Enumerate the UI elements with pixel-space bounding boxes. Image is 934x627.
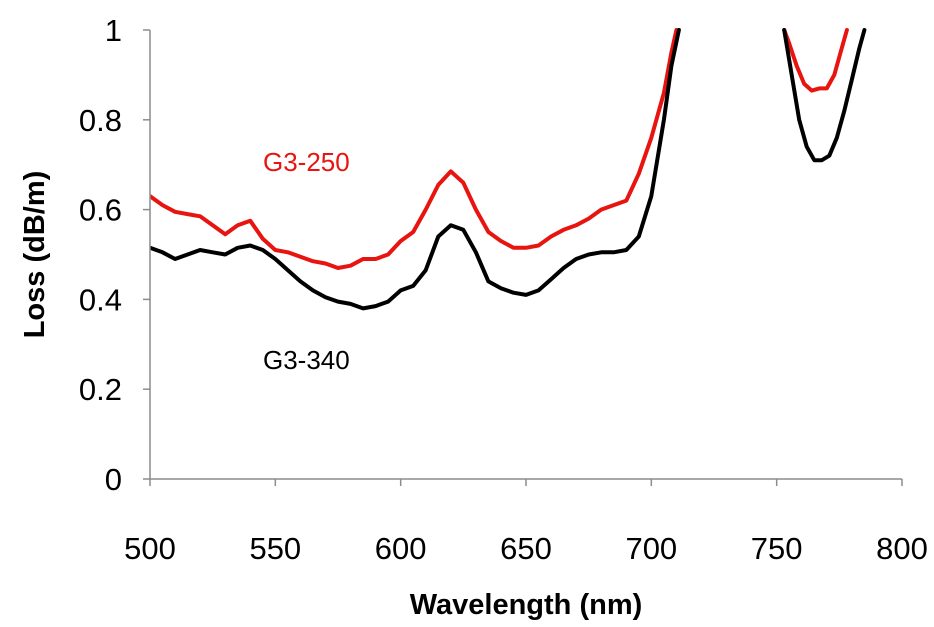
- series-line-g3-340: [782, 28, 867, 163]
- y-tick-label: 0: [105, 462, 122, 497]
- x-tick-label: 700: [625, 531, 677, 566]
- series-line-g3-340: [150, 28, 681, 311]
- x-tick-label: 750: [751, 531, 803, 566]
- y-tick-label: 0.6: [79, 193, 122, 228]
- axis-ticks: 0 0.2 0.4 0.6 0.8 1 500 550 600 650 700 750 800: [79, 13, 928, 566]
- x-axis-title: Wavelength (nm): [410, 589, 643, 621]
- series-label-g3-250: G3-250: [263, 147, 350, 177]
- y-tick-label: 0.8: [79, 103, 122, 138]
- y-axis-title: Loss (dB/m): [19, 171, 51, 339]
- series-line-g3-250: [150, 28, 679, 270]
- x-tick-label: 600: [375, 531, 427, 566]
- x-tick-label: 550: [249, 531, 301, 566]
- series-label-g3-340: G3-340: [263, 345, 350, 375]
- x-tick-label: 650: [500, 531, 552, 566]
- x-tick-label: 800: [876, 531, 928, 566]
- y-tick-label: 0.4: [79, 282, 122, 317]
- x-tick-label: 500: [124, 531, 176, 566]
- y-tick-label: 1: [105, 13, 122, 48]
- y-tick-label: 0.2: [79, 372, 122, 407]
- series-line-g3-250: [782, 28, 849, 93]
- series-lines: [150, 28, 867, 311]
